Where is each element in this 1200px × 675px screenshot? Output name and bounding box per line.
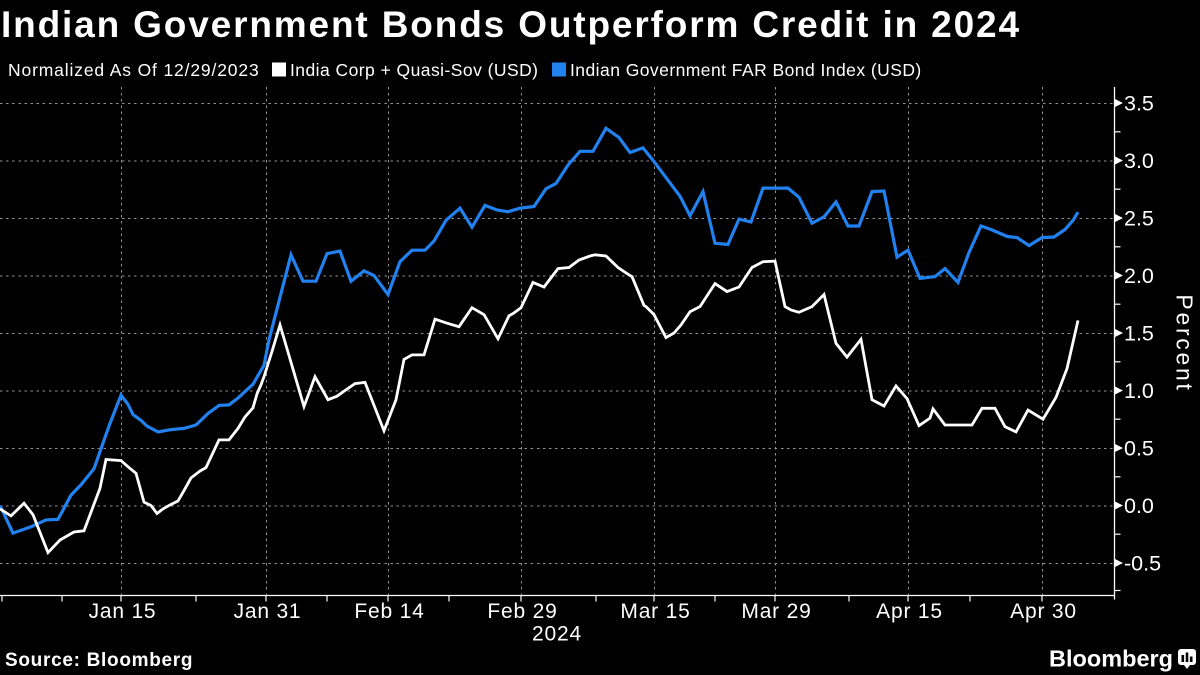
svg-text:-0.5: -0.5 [1124, 552, 1161, 576]
svg-text:India Corp + Quasi-Sov (USD): India Corp + Quasi-Sov (USD) [290, 60, 538, 80]
svg-text:3.0: 3.0 [1124, 149, 1154, 173]
svg-text:Source: Bloomberg: Source: Bloomberg [5, 650, 193, 671]
svg-text:Indian Government Bonds Outper: Indian Government Bonds Outperform Credi… [1, 4, 1021, 45]
svg-text:Indian Government FAR Bond Ind: Indian Government FAR Bond Index (USD) [570, 60, 922, 80]
svg-text:1.5: 1.5 [1124, 322, 1154, 346]
svg-text:Mar 15: Mar 15 [620, 600, 690, 623]
svg-text:Feb 29: Feb 29 [487, 600, 557, 623]
svg-text:0.5: 0.5 [1124, 437, 1154, 461]
svg-text:Bloomberg: Bloomberg [1049, 646, 1173, 672]
svg-text:Mar 29: Mar 29 [741, 600, 811, 623]
svg-text:2.0: 2.0 [1124, 264, 1154, 288]
svg-text:Feb 14: Feb 14 [354, 600, 424, 623]
svg-text:Percent: Percent [1172, 294, 1198, 392]
svg-text:2.5: 2.5 [1124, 207, 1154, 231]
svg-text:Normalized As Of 12/29/2023: Normalized As Of 12/29/2023 [8, 60, 260, 80]
svg-text:Jan 15: Jan 15 [89, 600, 157, 623]
svg-text:2024: 2024 [532, 623, 582, 646]
svg-text:Apr 15: Apr 15 [876, 600, 943, 623]
svg-text:3.5: 3.5 [1124, 92, 1154, 116]
svg-text:0.0: 0.0 [1124, 494, 1154, 518]
svg-text:Apr 30: Apr 30 [1010, 600, 1077, 623]
svg-text:Jan 31: Jan 31 [234, 600, 302, 623]
svg-text:1.0: 1.0 [1124, 379, 1154, 403]
